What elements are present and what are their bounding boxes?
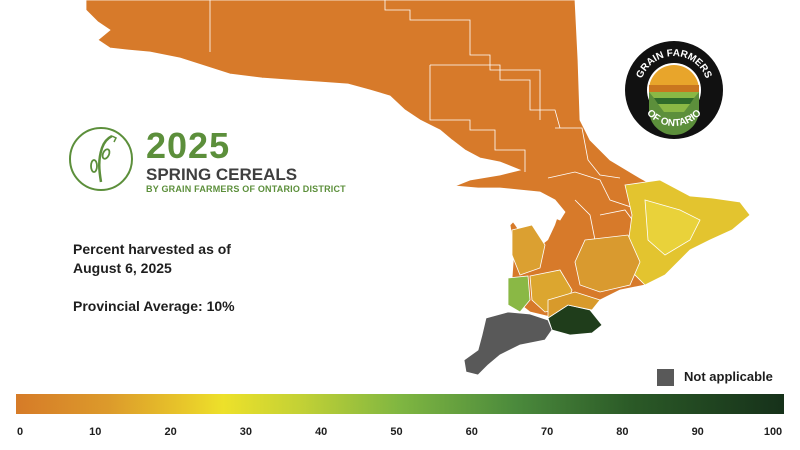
map-region-eastern-border xyxy=(644,199,701,256)
scale-tick-20: 20 xyxy=(164,426,177,438)
scale-tick-90: 90 xyxy=(691,426,704,438)
scale-tick-50: 50 xyxy=(390,426,403,438)
scale-tick-60: 60 xyxy=(465,426,478,438)
map-region-huron xyxy=(507,275,531,313)
year-label: 2025 xyxy=(146,125,231,166)
scale-tick-70: 70 xyxy=(540,426,554,438)
harvest-caption-line2: August 6, 2025 xyxy=(73,260,172,276)
not-applicable-label: Not applicable xyxy=(684,369,773,384)
harvest-caption: Percent harvested as of August 6, 2025 xyxy=(73,240,293,278)
ontario-district-map xyxy=(85,0,751,376)
scale-tick-80: 80 xyxy=(616,426,629,438)
byline: BY GRAIN FARMERS OF ONTARIO DISTRICT xyxy=(146,184,346,194)
scale-tick-30: 30 xyxy=(239,426,253,438)
harvest-caption-line1: Percent harvested as of xyxy=(73,241,231,257)
map-region-lakeshore xyxy=(547,291,601,319)
map-region-southwestern-ontario xyxy=(463,311,553,376)
map-region-central-ontario xyxy=(574,234,641,293)
percent-color-scale xyxy=(16,394,784,414)
provincial-average: Provincial Average: 10% xyxy=(73,298,235,314)
not-applicable-swatch xyxy=(657,369,674,386)
map-lake-huron xyxy=(500,190,560,248)
crop-name: SPRING CEREALS xyxy=(146,165,298,184)
scale-tick-40: 40 xyxy=(315,426,328,438)
grain-farmers-logo: GRAIN FARMERS OF ONTARIO xyxy=(625,41,723,139)
map-region-grey-bruce xyxy=(511,224,546,276)
scale-tick-10: 10 xyxy=(89,426,102,438)
wheat-stalk-icon xyxy=(69,127,133,191)
title-block: 2025 SPRING CEREALS BY GRAIN FARMERS OF … xyxy=(68,126,368,196)
scale-tick-100: 100 xyxy=(763,426,783,438)
scale-tick-0: 0 xyxy=(16,426,24,438)
